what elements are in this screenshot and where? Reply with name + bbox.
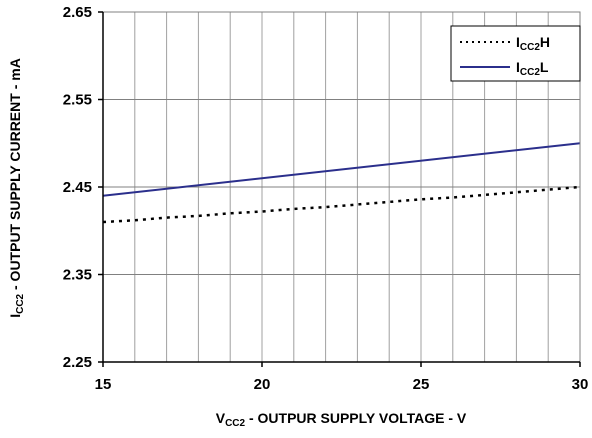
y-tick-label: 2.25 (63, 354, 92, 371)
legend-label-iccH: ICC2H (516, 34, 550, 53)
series-line-iccL (102, 142, 581, 197)
x-tick-label: 25 (413, 376, 430, 393)
y-tick-label: 2.35 (63, 267, 92, 284)
legend-label-iccL: ICC2L (516, 59, 549, 78)
x-tick-label: 30 (572, 376, 589, 393)
y-tick-label: 2.55 (63, 92, 92, 109)
tick-labels: 2.25 2.35 2.45 2.55 2.65 15 20 25 30 (63, 4, 589, 393)
series-layer (102, 142, 581, 224)
y-tick-label: 2.45 (63, 179, 92, 196)
y-tick-label: 2.65 (63, 4, 92, 21)
legend-box (450, 25, 581, 82)
x-tick-label: 15 (95, 376, 112, 393)
series-line-iccH (102, 185, 581, 224)
y-axis-title: ICC2 - OUTPUT SUPPLY CURRENT - mA (7, 58, 26, 318)
x-tick-label: 20 (254, 376, 271, 393)
x-axis-title: VCC2 - OUTPUR SUPPLY VOLTAGE - V (216, 410, 467, 429)
legend: ICC2H ICC2L (450, 25, 581, 82)
